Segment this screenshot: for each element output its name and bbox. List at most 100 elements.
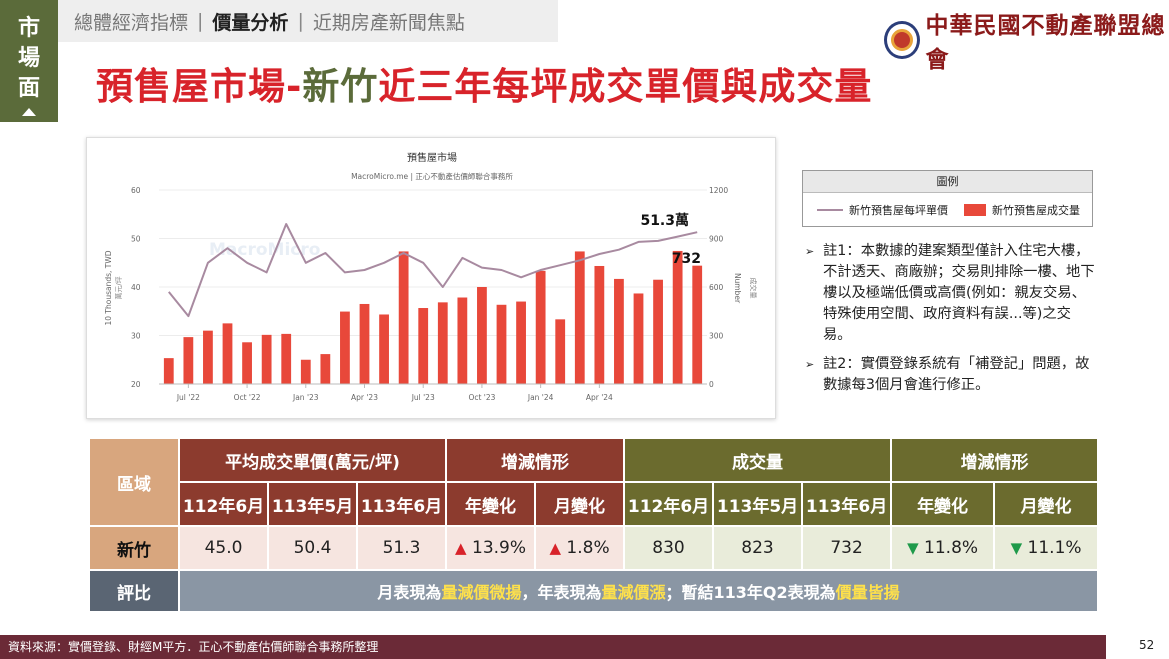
legend-line-label: 新竹預售屋每坪單價 xyxy=(849,204,948,217)
chart-bar xyxy=(477,287,487,384)
legend-bar-label: 新竹預售屋成交量 xyxy=(992,204,1080,217)
chart-subtitle: MacroMicro.me | 正心不動產估價師聯合事務所 xyxy=(351,171,513,181)
chart-bar xyxy=(300,359,311,384)
chart-bar xyxy=(398,251,409,384)
triangle-up-icon: ▲ xyxy=(549,539,561,557)
page-title: 預售屋市場-新竹近三年每坪成交單價與成交量 xyxy=(96,56,872,110)
chart-panel: 預售屋市場 MacroMicro.me | 正心不動產估價師聯合事務所 Macr… xyxy=(86,137,776,419)
triangle-up-icon: ▲ xyxy=(455,539,467,557)
price-mom-cell: ▲ 1.8% xyxy=(534,525,626,571)
chart-bar xyxy=(535,270,546,384)
x-tick-label: Apr '23 xyxy=(351,393,378,402)
legend-title: 圖例 xyxy=(803,171,1092,193)
nav-item-price-volume[interactable]: 價量分析 xyxy=(212,11,289,34)
page-title-region: 新竹 xyxy=(302,65,379,108)
chart-ylabel-right-zh: 成交量 xyxy=(749,278,758,299)
chart-bar xyxy=(555,319,566,384)
chart-bar xyxy=(203,330,213,384)
chart-bar xyxy=(496,304,507,384)
chart-bar xyxy=(614,278,624,384)
price-yoy-cell: ▲ 13.9% xyxy=(445,525,537,571)
chart-bar xyxy=(692,265,703,384)
y-tick-right: 300 xyxy=(709,332,724,341)
chart-bar xyxy=(574,251,585,384)
comparison-row: 評比 月表現為量減價微揚，年表現為量減價漲；暫結113年Q2表現為價量皆揚 xyxy=(88,569,1100,613)
x-tick-label: Apr '24 xyxy=(586,393,613,402)
comparison-part: 月表現為 xyxy=(377,583,442,602)
legend-bar-swatch xyxy=(964,204,986,216)
comparison-part: ，年表現為 xyxy=(521,583,602,602)
header-price-mom: 月變化 xyxy=(534,481,626,527)
header-volume-period: 112年6月 xyxy=(623,481,715,527)
chart-annotation-volume: 732 xyxy=(672,251,701,267)
header-volume: 成交量 xyxy=(623,437,893,483)
header-price-change: 增減情形 xyxy=(445,437,626,483)
header-volume-change: 增減情形 xyxy=(890,437,1100,483)
price-value: 51.3 xyxy=(355,525,448,571)
x-tick-label: Jan '24 xyxy=(527,393,554,402)
chart-bar xyxy=(379,314,389,384)
section-tag: 市 場 面 xyxy=(0,0,58,122)
nav-item-news[interactable]: 近期房產新聞焦點 xyxy=(312,11,465,34)
chart-title: 預售屋市場 xyxy=(407,151,457,164)
chart-bar xyxy=(242,342,252,384)
section-tag-char-3: 面 xyxy=(17,76,40,101)
chart-bar xyxy=(320,354,331,384)
x-tick-label: Jul '22 xyxy=(176,393,200,402)
y-tick-right: 1200 xyxy=(709,186,728,195)
top-nav: 總體經濟指標 | 價量分析 | 近期房產新聞焦點 xyxy=(58,0,558,42)
summary-table: 區域 平均成交單價(萬元/坪) 增減情形 成交量 增減情形 112年6月 113… xyxy=(88,437,1100,613)
chart-bar xyxy=(163,358,174,384)
y-tick-right: 600 xyxy=(709,283,724,292)
header-volume-period: 113年5月 xyxy=(712,481,804,527)
chart-bar xyxy=(281,333,292,384)
comparison-highlight: 量減價漲 xyxy=(601,583,666,602)
header-price-period: 113年6月 xyxy=(355,481,448,527)
x-tick-label: Oct '23 xyxy=(468,393,495,402)
chart-price-line xyxy=(168,223,698,318)
y-tick-left: 40 xyxy=(131,283,141,292)
chart-bar xyxy=(516,301,526,384)
chart-bar xyxy=(653,279,663,384)
price-value: 45.0 xyxy=(178,525,269,571)
chart-bar xyxy=(261,334,272,384)
triangle-down-icon: ▼ xyxy=(1010,539,1023,557)
volume-value: 830 xyxy=(623,525,715,571)
y-tick-left: 30 xyxy=(131,332,141,341)
chart-ylabel-right: Number xyxy=(733,273,742,304)
header-price-period: 112年6月 xyxy=(178,481,269,527)
region-name: 新竹 xyxy=(88,525,180,571)
comparison-highlight: 量減價微揚 xyxy=(441,583,522,602)
chart-legend: 圖例 新竹預售屋每坪單價 新竹預售屋成交量 xyxy=(802,170,1093,227)
price-mom-value: 1.8% xyxy=(566,538,610,558)
triangle-down-icon: ▼ xyxy=(907,539,919,557)
volume-mom-cell: ▼ 11.1% xyxy=(993,525,1100,571)
chart-bar xyxy=(418,308,429,384)
page-number: 52 xyxy=(1139,638,1155,652)
header-region: 區域 xyxy=(88,437,180,527)
header-price-period: 113年5月 xyxy=(267,481,358,527)
chart-bar xyxy=(340,311,350,384)
volume-value: 823 xyxy=(712,525,804,571)
comparison-part: ；暫結113年Q2表現為 xyxy=(665,583,836,602)
comparison-text: 月表現為量減價微揚，年表現為量減價漲；暫結113年Q2表現為價量皆揚 xyxy=(177,569,1100,613)
volume-mom-value: 11.1% xyxy=(1027,538,1082,558)
chart-ylabel-left: 10 Thousands, TWD xyxy=(104,250,113,325)
triangle-up-icon xyxy=(22,108,36,116)
nav-item-macro[interactable]: 總體經濟指標 xyxy=(74,11,189,34)
comparison-label: 評比 xyxy=(88,569,180,613)
note-text-2: 註2：實價登錄系統有「補登記」問題，故數據每3個月會進行修正。 xyxy=(823,356,1090,393)
price-volume-chart: 預售屋市場 MacroMicro.me | 正心不動產估價師聯合事務所 Macr… xyxy=(104,151,758,402)
nav-divider: | xyxy=(297,10,304,32)
y-tick-left: 50 xyxy=(131,235,141,244)
chart-bar xyxy=(633,293,644,384)
chart-bar xyxy=(594,265,605,384)
section-tag-char-2: 場 xyxy=(17,46,40,71)
page-title-part3: 近三年每坪成交單價與成交量 xyxy=(378,65,873,108)
y-tick-right: 900 xyxy=(709,235,724,244)
logo-text: 中華民國不動產聯盟總會 xyxy=(925,12,1166,73)
nav-divider: | xyxy=(197,10,204,32)
header-volume-yoy: 年變化 xyxy=(890,481,996,527)
volume-value: 732 xyxy=(801,525,893,571)
section-tag-char-1: 市 xyxy=(17,16,40,41)
